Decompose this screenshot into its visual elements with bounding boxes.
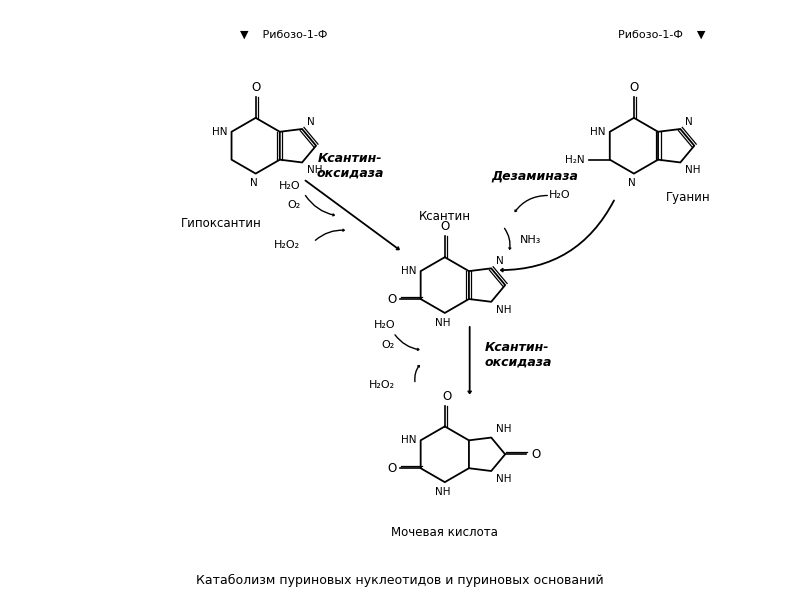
Text: Гуанин: Гуанин [666,191,711,203]
Text: O: O [442,389,451,403]
Text: Гипоксантин: Гипоксантин [181,217,262,230]
Text: NH: NH [496,474,512,484]
Text: Дезаминаза: Дезаминаза [491,169,578,182]
Text: O: O [387,293,397,305]
Text: O: O [440,220,450,233]
Text: O₂: O₂ [382,340,395,350]
Text: O₂: O₂ [287,200,301,211]
Text: Ксантин: Ксантин [418,211,470,223]
Text: NH: NH [435,318,450,328]
Text: N: N [628,178,636,188]
Text: Катаболизм пуриновых нуклеотидов и пуриновых оснований: Катаболизм пуриновых нуклеотидов и пурин… [196,574,604,587]
Text: H₂O: H₂O [550,190,571,200]
Text: HN: HN [401,436,417,445]
Text: Мочевая кислота: Мочевая кислота [391,526,498,539]
Text: O: O [630,81,638,94]
Text: N: N [250,178,258,188]
Text: NH: NH [307,166,322,175]
Text: NH: NH [686,166,701,175]
Text: HN: HN [590,127,606,137]
Text: NH: NH [496,305,512,315]
Text: H₂O₂: H₂O₂ [274,240,301,250]
Text: H₂O: H₂O [279,181,301,191]
Text: O: O [531,448,540,461]
Text: N: N [307,117,315,127]
Text: Ксантин-
оксидаза: Ксантин- оксидаза [485,341,552,369]
Text: ▼    Рибозо-1-Ф: ▼ Рибозо-1-Ф [240,29,327,39]
Text: N: N [686,117,693,127]
Text: Рибозо-1-Ф    ▼: Рибозо-1-Ф ▼ [618,29,706,39]
Text: H₂N: H₂N [566,155,585,164]
Text: Ксантин-
оксидаза: Ксантин- оксидаза [317,152,384,179]
Text: N: N [496,256,504,266]
Text: O: O [387,462,397,475]
Text: O: O [251,81,260,94]
Text: NH: NH [435,487,450,497]
Text: HN: HN [212,127,227,137]
Text: H₂O₂: H₂O₂ [369,380,395,389]
Text: HN: HN [401,266,417,276]
Text: H₂O: H₂O [374,320,395,330]
Text: NH: NH [496,424,512,434]
Text: NH₃: NH₃ [519,235,541,245]
